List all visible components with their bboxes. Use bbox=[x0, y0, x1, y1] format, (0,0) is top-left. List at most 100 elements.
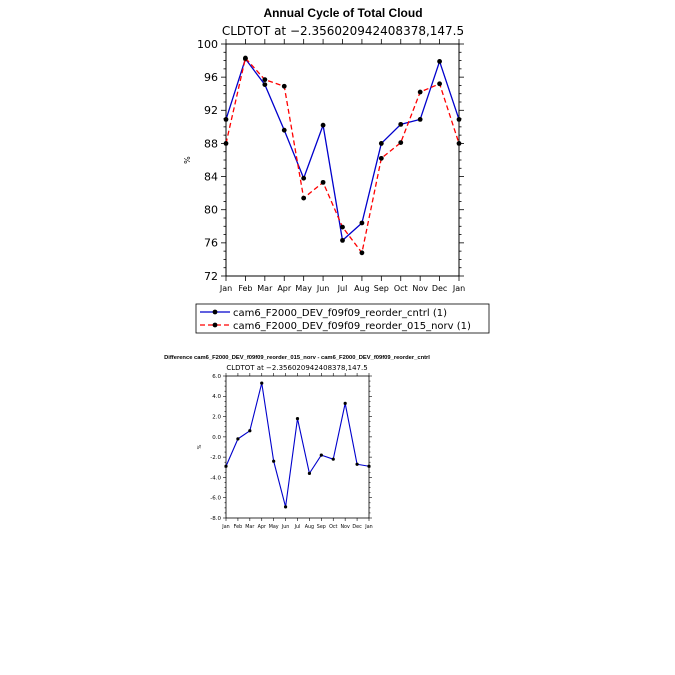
series-point-1 bbox=[398, 140, 404, 146]
chart-1-title: Annual Cycle of Total Cloud bbox=[263, 6, 422, 20]
x-tick-label: Feb bbox=[238, 284, 252, 293]
y-tick-label: -6.0 bbox=[210, 496, 221, 502]
y-tick-label: 92 bbox=[204, 104, 218, 117]
series-point-0 bbox=[223, 117, 229, 122]
chart-1-ylabel: % bbox=[183, 156, 192, 164]
y-tick-label: 76 bbox=[204, 237, 218, 250]
x-tick-label: Oct bbox=[329, 524, 337, 530]
series-point-0 bbox=[340, 237, 345, 243]
chart-1-legend: cam6_F2000_DEV_f09f09_reorder_cntrl (1) … bbox=[195, 303, 490, 334]
chart-2-plot-frame bbox=[225, 375, 370, 519]
series-point-1 bbox=[456, 141, 462, 146]
y-tick-label: 84 bbox=[204, 170, 218, 183]
x-tick-label: Jul bbox=[337, 284, 348, 293]
y-tick-label: 96 bbox=[204, 71, 218, 84]
chart-1-series bbox=[223, 55, 462, 256]
x-tick-label: Jan bbox=[364, 524, 372, 530]
y-tick-label: 100 bbox=[197, 38, 218, 51]
legend-label-norv: cam6_F2000_DEV_f09f09_reorder_015_norv (… bbox=[233, 321, 471, 332]
series-point-1 bbox=[417, 89, 423, 95]
series-point-0 bbox=[331, 457, 335, 461]
x-tick-label: Aug bbox=[354, 284, 370, 293]
x-tick-label: Jan bbox=[221, 524, 229, 530]
series-point-0 bbox=[301, 175, 307, 181]
series-point-0 bbox=[307, 471, 312, 475]
x-tick-label: Jan bbox=[452, 284, 465, 293]
x-tick-label: Nov bbox=[340, 524, 350, 530]
series-point-0 bbox=[343, 401, 347, 405]
y-tick-label: 72 bbox=[204, 270, 218, 283]
y-tick-label: 2.0 bbox=[212, 414, 221, 420]
series-point-0 bbox=[295, 417, 300, 421]
series-point-0 bbox=[320, 122, 326, 128]
y-tick-label: -4.0 bbox=[210, 475, 221, 481]
series-point-0 bbox=[319, 453, 323, 457]
series-point-0 bbox=[283, 505, 288, 509]
legend-label-cntrl: cam6_F2000_DEV_f09f09_reorder_cntrl (1) bbox=[233, 308, 447, 319]
series-point-0 bbox=[417, 117, 423, 122]
series-point-0 bbox=[355, 462, 359, 466]
x-tick-label: Jan bbox=[219, 284, 232, 293]
series-point-0 bbox=[248, 429, 252, 433]
legend-frame bbox=[195, 303, 490, 334]
chart-2-ylabel: % bbox=[197, 444, 203, 449]
legend-marker-cntrl bbox=[212, 309, 218, 315]
series-point-1 bbox=[340, 224, 345, 230]
series-point-0 bbox=[398, 121, 404, 127]
y-tick-label: 6.0 bbox=[212, 374, 221, 380]
annual-cycle-chart: Annual Cycle of Total Cloud CLDTOT at −2… bbox=[183, 6, 490, 334]
x-tick-label: Feb bbox=[234, 524, 243, 530]
x-tick-label: May bbox=[295, 284, 312, 293]
chart-2-axes: -8.0 -6.0 -4.0 -2.0 0.0 2.0 4.0 6.0 Jan Feb Mar Apr… bbox=[210, 373, 373, 530]
series-point-1 bbox=[378, 155, 384, 161]
series-point-1 bbox=[301, 195, 307, 201]
x-tick-label: Dec bbox=[352, 524, 362, 530]
series-point-0 bbox=[272, 459, 276, 463]
y-tick-label: -8.0 bbox=[210, 516, 221, 522]
x-tick-label: Apr bbox=[258, 524, 266, 530]
x-tick-label: Mar bbox=[257, 284, 273, 293]
series-point-1 bbox=[243, 55, 248, 61]
series-point-1 bbox=[359, 250, 365, 256]
series-point-0 bbox=[456, 117, 462, 122]
series-point-0 bbox=[378, 141, 384, 146]
x-tick-label: Jun bbox=[316, 284, 330, 293]
x-tick-label: Aug bbox=[305, 524, 314, 530]
series-point-0 bbox=[224, 464, 228, 468]
y-tick-label: -2.0 bbox=[210, 455, 221, 461]
series-point-0 bbox=[437, 59, 442, 64]
y-tick-label: 0.0 bbox=[212, 435, 221, 441]
series-line-1 bbox=[225, 57, 460, 254]
series-point-0 bbox=[260, 381, 264, 385]
series-point-0 bbox=[236, 437, 240, 441]
x-tick-label: Jun bbox=[281, 524, 290, 530]
x-tick-label: Dec bbox=[432, 284, 447, 293]
x-tick-label: Sep bbox=[374, 284, 389, 293]
series-line-0 bbox=[225, 382, 370, 508]
y-tick-label: 88 bbox=[204, 137, 218, 150]
x-tick-label: Jul bbox=[294, 524, 301, 530]
series-point-0 bbox=[359, 220, 365, 226]
series-point-1 bbox=[437, 81, 442, 87]
chart-1-subtitle: CLDTOT at −2.356020942408378,147.5 bbox=[222, 24, 464, 38]
x-tick-label: Oct bbox=[394, 284, 408, 293]
difference-chart: Difference cam6_F2000_DEV_f09f09_reorder… bbox=[164, 355, 430, 530]
chart-2-series bbox=[224, 381, 371, 509]
y-tick-label: 80 bbox=[204, 204, 218, 217]
x-tick-label: Apr bbox=[277, 284, 292, 293]
series-line-0 bbox=[225, 58, 460, 242]
series-point-0 bbox=[367, 464, 371, 468]
x-tick-label: May bbox=[269, 524, 279, 530]
series-point-1 bbox=[262, 77, 268, 83]
series-point-1 bbox=[223, 141, 229, 146]
legend-marker-norv bbox=[212, 322, 218, 328]
x-tick-label: Mar bbox=[245, 524, 254, 530]
series-point-0 bbox=[281, 127, 287, 133]
y-tick-label: 4.0 bbox=[212, 394, 221, 400]
series-point-0 bbox=[262, 82, 268, 87]
series-point-1 bbox=[320, 179, 326, 185]
chart-2-subtitle: CLDTOT at −2.356020942408378,147.5 bbox=[226, 364, 367, 372]
x-tick-label: Sep bbox=[317, 524, 326, 530]
x-tick-label: Nov bbox=[412, 284, 428, 293]
